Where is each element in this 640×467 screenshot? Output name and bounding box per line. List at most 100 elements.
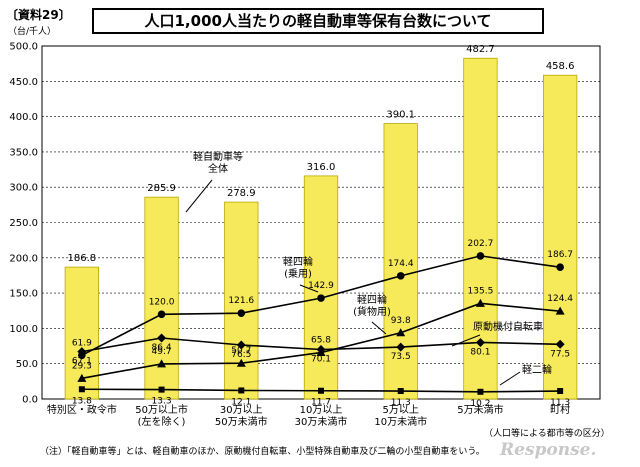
y-tick-label: 200.0 bbox=[9, 253, 38, 264]
line-value-label: 49.7 bbox=[152, 347, 172, 357]
data-point bbox=[78, 386, 85, 393]
x-tick-label: 5万以上 bbox=[383, 404, 419, 416]
bar-value-label: 278.9 bbox=[227, 188, 256, 199]
series-callout-label: 軽二輪 bbox=[522, 363, 552, 376]
line-value-label: 65.8 bbox=[311, 336, 331, 346]
data-point bbox=[158, 386, 165, 393]
line-value-label: 202.7 bbox=[468, 239, 494, 249]
data-point bbox=[316, 345, 326, 355]
line-value-label: 11.3 bbox=[391, 398, 411, 408]
x-tick-label: 50万未満市 bbox=[215, 415, 268, 428]
y-tick-label: 350.0 bbox=[9, 147, 38, 158]
x-tick-label: 50万以上市 bbox=[135, 403, 188, 416]
line-value-label: 77.5 bbox=[550, 349, 570, 359]
data-point bbox=[317, 294, 325, 302]
line-value-label: 11.7 bbox=[311, 398, 331, 408]
y-tick-label: 300.0 bbox=[9, 183, 38, 194]
y-tick-label: 450.0 bbox=[9, 77, 38, 88]
bar-value-label: 390.1 bbox=[386, 110, 415, 121]
line-value-label: 13.8 bbox=[72, 396, 92, 406]
x-tick-label: 30万未満市 bbox=[295, 415, 348, 428]
x-tick-label: 10万以上 bbox=[300, 404, 343, 416]
data-point bbox=[238, 387, 245, 394]
bar-value-label: 482.7 bbox=[466, 44, 495, 55]
data-point bbox=[77, 373, 87, 382]
data-point bbox=[236, 340, 246, 350]
line-value-label: 174.4 bbox=[388, 259, 414, 269]
data-point bbox=[396, 272, 405, 280]
line-value-label: 11.3 bbox=[550, 398, 570, 408]
line-value-label: 29.3 bbox=[72, 361, 92, 371]
data-point bbox=[475, 337, 485, 347]
chart-title: 人口1,000人当たりの軽自動車等保有台数について bbox=[92, 8, 544, 34]
series-callout-label: (貨物用) bbox=[353, 305, 391, 318]
y-tick-label: 250.0 bbox=[9, 218, 38, 229]
y-tick-label: 50.0 bbox=[16, 359, 38, 370]
data-point bbox=[157, 310, 166, 319]
line-value-label: 93.8 bbox=[391, 316, 411, 326]
line-value-label: 12.1 bbox=[231, 397, 251, 407]
bar-value-label: 316.0 bbox=[307, 162, 336, 173]
bar-value-label: 186.8 bbox=[68, 253, 97, 264]
x-tick-label: 町村 bbox=[550, 403, 570, 416]
line-value-label: 10.2 bbox=[470, 399, 490, 409]
y-tick-label: 500.0 bbox=[9, 42, 38, 53]
y-tick-label: 400.0 bbox=[9, 112, 38, 123]
data-point bbox=[237, 309, 246, 317]
x-tick-label: 10万未満市 bbox=[374, 415, 427, 428]
series-callout-label: 軽四輪 bbox=[357, 293, 387, 306]
callout-leader bbox=[185, 179, 213, 213]
bar bbox=[383, 123, 418, 400]
line-value-label: 67.1 bbox=[72, 357, 92, 367]
bar bbox=[303, 175, 339, 400]
data-point bbox=[555, 339, 565, 349]
data-point bbox=[318, 387, 324, 394]
line-value-label: 80.1 bbox=[470, 347, 490, 357]
line-value-label: 142.9 bbox=[308, 281, 334, 291]
bar-value-label: 458.6 bbox=[546, 61, 575, 72]
x-tick-label: (左を除く) bbox=[138, 415, 186, 428]
y-tick-label: 100.0 bbox=[9, 324, 38, 335]
series-callout-label: 軽四輪 bbox=[283, 255, 313, 268]
callout-leader bbox=[299, 284, 319, 293]
unit-label: （台/千人） bbox=[8, 27, 57, 37]
data-point bbox=[396, 328, 406, 337]
data-point bbox=[157, 359, 167, 368]
data-point bbox=[396, 342, 406, 352]
line-value-label: 135.5 bbox=[468, 286, 494, 296]
line-value-label: 13.3 bbox=[152, 397, 172, 407]
document-label: 〔資料29〕 bbox=[6, 8, 71, 22]
line-value-label: 70.1 bbox=[311, 355, 331, 365]
callout-leader bbox=[451, 334, 481, 347]
data-point bbox=[476, 252, 485, 260]
data-point bbox=[157, 333, 167, 343]
series-callout-label: 軽自動車等 bbox=[193, 150, 243, 163]
line-value-label: 120.0 bbox=[149, 297, 175, 307]
bar-value-label: 285.9 bbox=[147, 183, 176, 194]
data-point bbox=[397, 388, 404, 395]
callout-leader bbox=[371, 321, 387, 335]
data-point bbox=[557, 388, 564, 395]
data-point bbox=[477, 388, 484, 395]
data-point bbox=[236, 358, 246, 367]
x-tick-label: 30万以上 bbox=[220, 404, 263, 416]
line-value-label: 76.5 bbox=[231, 350, 251, 360]
line-value-label: 50.7 bbox=[231, 346, 251, 356]
data-point bbox=[556, 263, 564, 271]
x-tick-label: 5万未満市 bbox=[457, 403, 503, 416]
line-value-label: 124.4 bbox=[547, 294, 573, 304]
callout-leader bbox=[499, 371, 521, 386]
line-value-label: 61.9 bbox=[72, 338, 92, 348]
data-point bbox=[555, 306, 565, 315]
series-callout-label: 原動機付自転車 bbox=[473, 320, 543, 333]
data-point bbox=[77, 347, 87, 357]
line-value-label: 121.6 bbox=[228, 296, 254, 306]
x-tick-label: 特別区・政令市 bbox=[47, 403, 117, 416]
axis-note: （人口等による都市等の区分） bbox=[484, 429, 610, 439]
y-tick-label: 150.0 bbox=[9, 289, 38, 300]
y-tick-label: 0.0 bbox=[22, 395, 38, 406]
watermark: Response. bbox=[500, 440, 597, 460]
data-point bbox=[475, 298, 485, 307]
line-value-label: 186.7 bbox=[547, 250, 573, 260]
